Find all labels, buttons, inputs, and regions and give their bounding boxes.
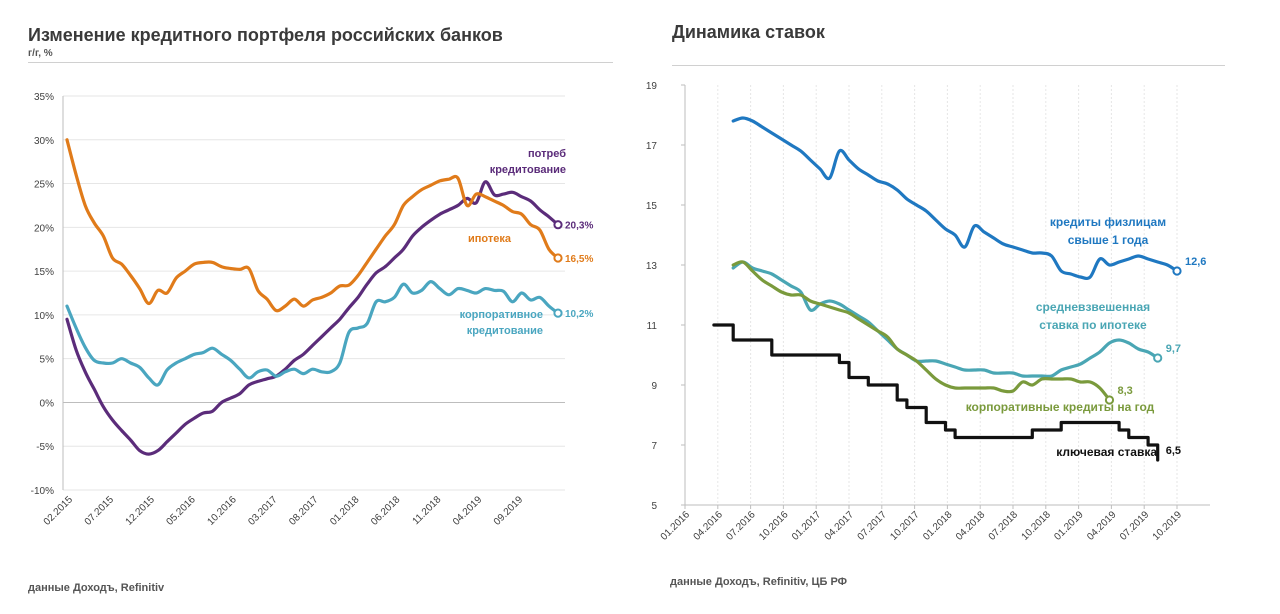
x-tick-label: 04.2018 (954, 509, 988, 543)
left-chart-source: данные Доходъ, Refinitiv (28, 582, 165, 594)
series-name-label: кредиты физлицам свыше 1 года (1050, 215, 1166, 247)
series-end-marker (553, 308, 563, 318)
y-tick-label: 13 (646, 261, 658, 272)
series-end-label: 10,2% (565, 309, 593, 320)
right-chart-panel: Динамика ставок 19 17 15 13 11 9 7 5 01.2016 04.2… (640, 0, 1280, 614)
left-chart-subtitle: г/г, % (28, 48, 53, 59)
x-tick-label: 01.2018 (921, 509, 955, 543)
series-end-marker (553, 253, 563, 263)
y-tick-label: 17 (646, 141, 658, 152)
y-tick-label: 15 (646, 201, 658, 212)
series-end-marker (1172, 266, 1182, 276)
x-tick-label: 11.2018 (411, 494, 444, 527)
x-tick-label: 02.2015 (42, 494, 76, 528)
x-tick-label: 10.2019 (1151, 509, 1185, 543)
series-end-label: 12,6 (1185, 256, 1206, 268)
x-tick-label: 07.2017 (856, 509, 890, 543)
series-name-label: средневзвешенная ставка по ипотеке (1036, 300, 1150, 332)
x-tick-label: 10.2016 (757, 509, 791, 543)
x-tick-label: 05.2016 (165, 494, 199, 528)
left-title-divider (28, 62, 613, 63)
y-tick-label: 25% (34, 180, 54, 191)
series-end-label: 6,5 (1166, 445, 1181, 457)
series-name-label: ипотека (468, 233, 512, 245)
series-name-label: потреб кредитование (490, 148, 567, 176)
series-end-marker (1153, 353, 1163, 363)
y-tick-label: 7 (651, 441, 657, 452)
y-tick-label: 5% (40, 355, 55, 366)
x-tick-label: 01.2016 (659, 509, 693, 543)
x-tick-label: 07.2018 (987, 509, 1021, 543)
series-end-label: 9,7 (1166, 343, 1181, 355)
x-tick-label: 12.2015 (124, 494, 158, 528)
x-tick-label: 04.2017 (823, 509, 857, 543)
x-tick-label: 01.2019 (1052, 509, 1086, 543)
x-tick-label: 04.2016 (692, 509, 726, 543)
x-tick-label: 07.2019 (1118, 509, 1152, 543)
x-tick-label: 04.2019 (451, 494, 485, 528)
x-tick-label: 10.2017 (888, 509, 922, 543)
right-title-divider (672, 65, 1225, 66)
series-name-label: корпоративные кредиты на год (966, 400, 1155, 414)
x-tick-label: 09.2019 (492, 494, 526, 528)
x-tick-label: 10.2016 (205, 494, 239, 528)
x-tick-label: 08.2017 (287, 494, 321, 528)
y-tick-label: 19 (646, 81, 658, 92)
series-end-label: 8,3 (1117, 385, 1132, 397)
series-line (712, 323, 1160, 462)
y-tick-label: 10% (34, 311, 54, 322)
y-tick-label: 30% (34, 136, 54, 147)
y-tick-label: -5% (36, 442, 54, 453)
series-end-label: 20,3% (565, 221, 593, 232)
series-line (731, 116, 1179, 281)
y-tick-label: 35% (34, 92, 54, 103)
x-tick-label: 07.2015 (83, 494, 117, 528)
right-chart-source: данные Доходъ, Refinitiv, ЦБ РФ (670, 576, 848, 588)
y-tick-label: 0% (40, 398, 55, 409)
series-line (65, 138, 560, 313)
series-end-label: 16,5% (565, 254, 593, 265)
series-end-marker (553, 220, 563, 230)
left-chart-svg: 35% 30% 25% 20% 15% 10% 5% 0% -5% -10%02.2015 07.2… (31, 92, 594, 528)
series-line (65, 280, 560, 387)
y-tick-label: 5 (651, 501, 657, 512)
series-name-label: корпоративное кредитование (460, 309, 543, 337)
left-chart-title: Изменение кредитного портфеля российских… (28, 25, 503, 45)
x-tick-label: 10.2018 (1020, 509, 1054, 543)
y-tick-label: 20% (34, 223, 54, 234)
x-tick-label: 01.2018 (328, 494, 362, 528)
series-line (731, 260, 1112, 402)
right-chart-title: Динамика ставок (672, 22, 825, 42)
y-tick-label: 11 (647, 321, 658, 332)
left-chart-panel: Изменение кредитного портфеля российских… (28, 25, 613, 594)
y-tick-label: 9 (651, 381, 657, 392)
y-tick-label: 15% (34, 267, 54, 278)
x-tick-label: 04.2019 (1085, 509, 1119, 543)
series-end-marker (1104, 395, 1115, 405)
x-tick-label: 03.2017 (246, 494, 280, 528)
x-tick-label: 01.2017 (790, 509, 824, 543)
x-tick-label: 07.2016 (724, 509, 758, 543)
series-line (65, 180, 560, 456)
y-tick-label: -10% (31, 486, 54, 497)
series-name-label: ключевая ставка (1056, 445, 1157, 459)
x-tick-label: 06.2018 (369, 494, 403, 528)
